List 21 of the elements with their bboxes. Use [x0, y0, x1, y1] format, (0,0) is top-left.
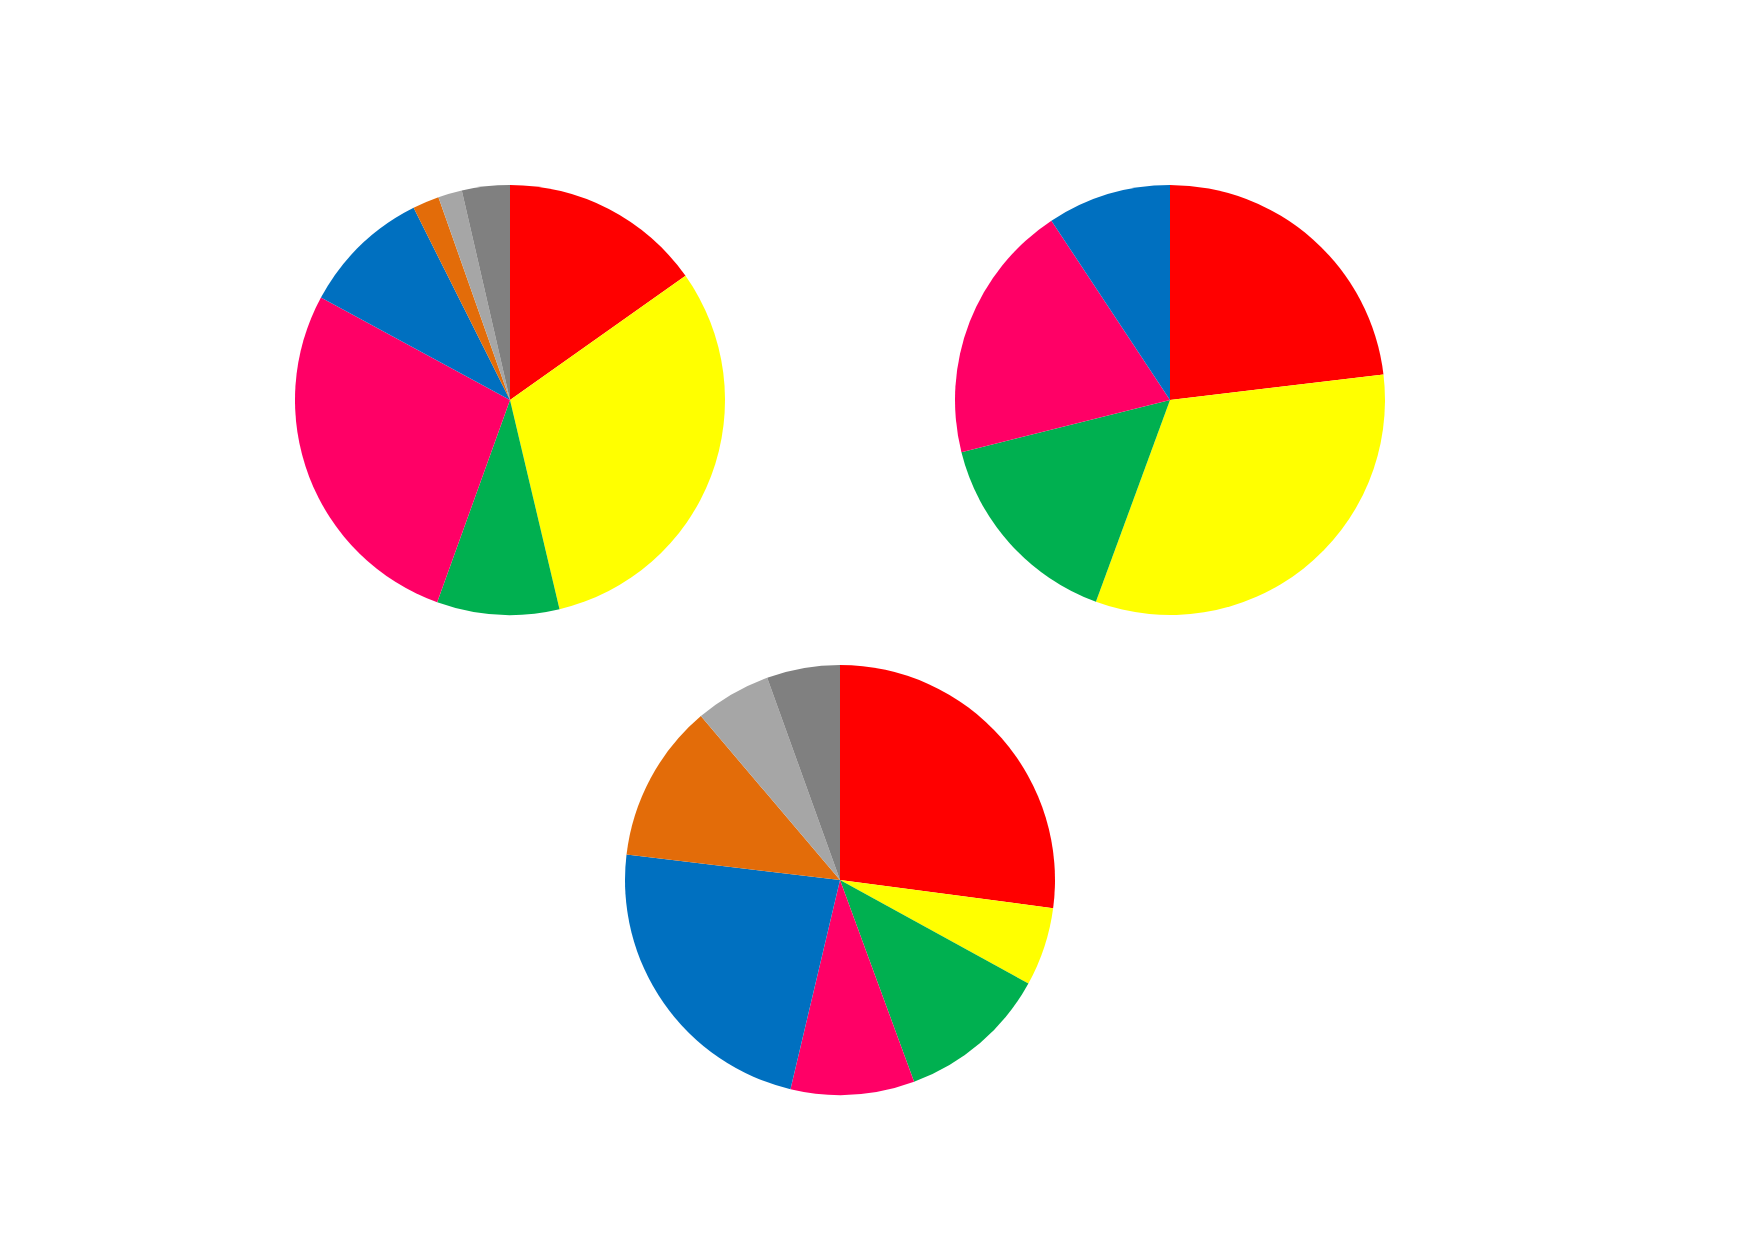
- pie-slice: [767, 665, 840, 880]
- pie-slice: [700, 677, 840, 880]
- pie-slice: [840, 665, 1055, 909]
- pie-slice: [320, 207, 510, 400]
- pie-slice: [510, 185, 686, 400]
- pie-slice: [1170, 185, 1384, 400]
- pie-slice: [510, 275, 725, 610]
- pie-slice: [295, 297, 510, 603]
- pie-slice: [840, 880, 1029, 1082]
- pie-slice: [840, 880, 1054, 984]
- pie-slice: [461, 185, 510, 400]
- pie-slice: [955, 220, 1170, 453]
- pie-slice: [1051, 185, 1170, 400]
- pie-slice: [625, 854, 840, 1090]
- pie-slice: [413, 197, 510, 400]
- pie-slice: [437, 400, 560, 615]
- pie-slice: [438, 190, 510, 400]
- pie-slice: [1095, 374, 1385, 615]
- pie-slice: [790, 880, 915, 1095]
- pie-slice: [961, 400, 1170, 602]
- pie-slice: [626, 716, 840, 880]
